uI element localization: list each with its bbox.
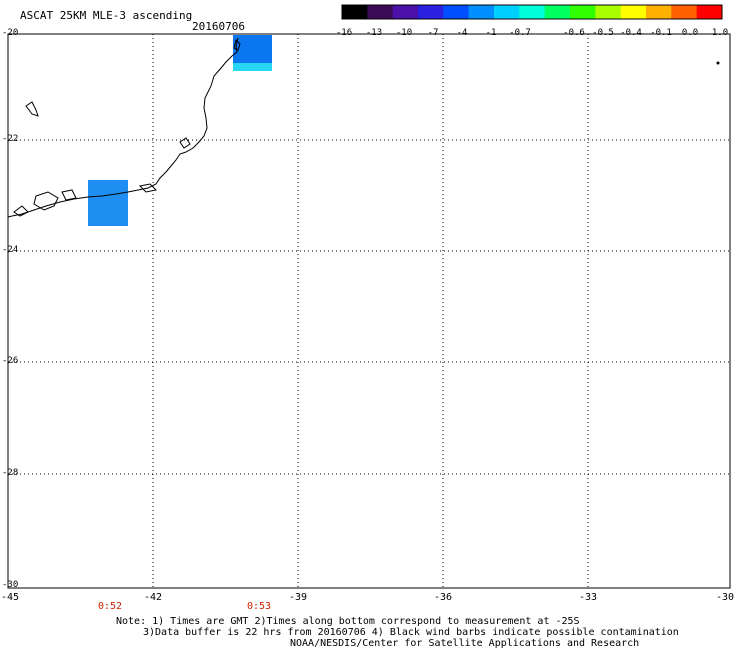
colorbar-label: -0.7 [509,28,531,38]
coastline-path [7,37,239,218]
colorbar-segment [342,5,368,19]
lon-label: -30 [715,592,735,603]
colorbar-frame [341,4,723,20]
colorbar-label: -7 [427,28,439,38]
colorbar-label: -1 [485,28,497,38]
colorbar-segment [443,5,470,19]
colorbar-segment [418,5,444,19]
graticule [8,34,730,588]
colorbar-segment [468,5,495,19]
colorbar-label: -16 [335,28,353,38]
colorbar-label: -0.4 [620,28,642,38]
scatterometer-cell [88,180,128,226]
coastline-inland-feature [25,101,39,117]
colorbar-segment [620,5,647,19]
lon-label: -39 [288,592,308,603]
colorbar-label: -13 [365,28,383,38]
note-line-3: NOAA/NESDIS/Center for Satellite Applica… [290,638,640,649]
lon-label: -36 [433,592,453,603]
note-line-2: 3)Data buffer is 22 hrs from 20160706 4)… [143,627,679,638]
colorbar-segment [646,5,672,19]
coastline [7,37,241,218]
colorbar-segment [544,5,571,19]
colorbar-segment [595,5,622,19]
lon-label: -45 [0,592,20,603]
colorbar-label: 1.0 [711,28,729,38]
colorbar-segment [392,5,419,19]
lat-label: -30 [2,580,19,590]
colorbar-label: -10 [395,28,413,38]
note-line-1: Note: 1) Times are GMT 2)Times along bot… [116,616,580,627]
coastline-island [179,137,191,149]
time-label: 0:52 [97,601,123,612]
colorbar-label: -0.6 [563,28,585,38]
lat-label: -26 [2,356,19,366]
lon-label: -33 [578,592,598,603]
colorbar-label: -4 [456,28,468,38]
lon-label: -42 [143,592,163,603]
coastline-bay [33,191,59,211]
lat-label: -20 [2,28,19,38]
lat-label: -24 [2,245,19,255]
colorbar-segment [367,5,394,19]
colorbar-segment [570,5,596,19]
colorbar-label: -0.5 [592,28,614,38]
coastline-island [13,205,29,217]
colorbar-label: -0.1 [650,28,672,38]
product-date: 20160706 [192,20,245,33]
colorbar-label: 0.0 [681,28,699,38]
product-title: ASCAT 25KM MLE-3 ascending [20,9,193,22]
colorbar-segment [494,5,520,19]
colorbar-segment [696,5,723,19]
colorbar-segment [519,5,546,19]
lat-label: -22 [2,134,19,144]
scatterometer-cell [233,63,272,71]
scatterometer-cell [233,35,272,63]
island-dot [716,61,720,65]
map-frame [7,33,731,589]
colorbar-segment [671,5,698,19]
coastline-island [138,183,158,193]
coastline-island [61,189,77,201]
colorbar [342,5,723,19]
coastline-island [233,39,241,51]
lat-label: -28 [2,468,19,478]
time-label: 0:53 [246,601,272,612]
